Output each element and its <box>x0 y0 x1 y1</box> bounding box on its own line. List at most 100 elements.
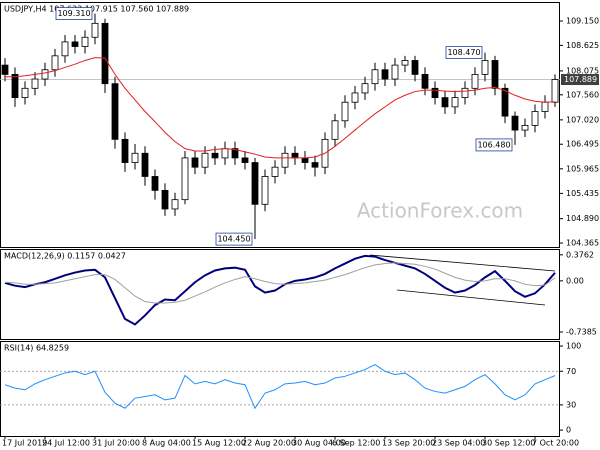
annotation-box <box>55 7 93 21</box>
candle-body <box>131 152 139 163</box>
candle-body <box>301 157 309 163</box>
candle-body <box>271 166 279 177</box>
candle-body <box>451 97 459 108</box>
candle-body <box>41 69 49 80</box>
y-tick-label: 104.365 <box>566 239 599 248</box>
candle-body <box>381 69 389 80</box>
candle-body <box>1 64 9 75</box>
candle-body <box>361 83 369 94</box>
x-tick-label: 24 Jul 12:00 <box>42 439 90 448</box>
candle-body <box>281 152 289 168</box>
trend-line <box>396 289 546 306</box>
y-tick-label: 107.560 <box>566 90 599 99</box>
candle-body <box>81 36 89 47</box>
y-tick-label: 0 <box>566 426 571 435</box>
candle-body <box>551 79 559 103</box>
candle-body <box>331 120 339 140</box>
candle-body <box>421 73 429 89</box>
annotation-label: 104.450 <box>217 235 250 244</box>
y-tick-label: 105.965 <box>566 164 599 173</box>
candle-body <box>471 73 479 89</box>
annotation-label: 106.480 <box>477 140 510 149</box>
candle-body <box>71 41 79 47</box>
candle-body <box>391 64 399 80</box>
candle-body <box>161 189 169 210</box>
watermark: ActionForex.com <box>357 199 523 223</box>
candle-body <box>291 152 299 159</box>
candle-body <box>311 162 319 168</box>
x-tick-label: 31 Jul 20:00 <box>92 439 140 448</box>
candle-body <box>21 87 29 98</box>
candle-body <box>431 87 439 98</box>
y-tick-label: 30 <box>566 400 576 409</box>
panel-title: RSI(14) 64.8259 <box>4 344 69 353</box>
panel-frame <box>0 2 560 248</box>
candle-body <box>511 115 519 131</box>
candle-body <box>241 157 249 163</box>
y-tick-label: 0.00 <box>566 276 584 285</box>
x-tick-label: 30 Aug 04:00 <box>292 439 346 448</box>
candle-body <box>31 78 39 89</box>
x-tick-label: 15 Aug 12:00 <box>192 439 246 448</box>
candle-body <box>371 69 379 85</box>
annotation-label: 109.310 <box>57 9 90 18</box>
panel-title: USDJPY,H4 107.623 107.915 107.560 107.88… <box>4 5 189 14</box>
candle-body <box>171 199 179 210</box>
x-tick-label: 7 Oct 20:00 <box>532 439 579 448</box>
y-tick-label: 106.495 <box>566 140 599 149</box>
candle-body <box>261 176 269 205</box>
y-tick-label: 108.075 <box>566 66 599 75</box>
candle-body <box>211 152 219 159</box>
candle-body <box>541 101 549 112</box>
panel-frame <box>0 249 560 340</box>
candle-body <box>491 60 499 89</box>
candle-body <box>521 125 529 131</box>
candle-body <box>151 176 159 191</box>
annotation-box <box>475 138 513 152</box>
x-tick-label: 13 Sep 20:00 <box>382 439 435 448</box>
annotation-label: 108.470 <box>447 48 480 57</box>
candle-body <box>341 101 349 122</box>
candle-body <box>61 41 69 57</box>
x-tick-label: 30 Sep 12:00 <box>482 439 535 448</box>
candle-body <box>121 138 129 163</box>
series-line <box>5 57 556 159</box>
x-tick-label: 8 Aug 04:00 <box>142 439 191 448</box>
x-tick-label: 6 Sep 12:00 <box>332 439 380 448</box>
y-tick-label: 100 <box>566 342 581 351</box>
candle-body <box>351 92 359 103</box>
panel-frame <box>0 341 560 437</box>
candle-body <box>191 157 199 168</box>
candle-body <box>51 55 59 71</box>
candle-body <box>201 152 209 168</box>
trend-line <box>369 254 556 272</box>
annotation-box <box>445 46 483 59</box>
candle-body <box>531 111 539 126</box>
annotation-box <box>215 232 253 246</box>
candle-body <box>91 22 99 38</box>
candle-body <box>501 87 509 117</box>
current-price-label: 107.889 <box>564 75 597 84</box>
y-tick-label: -0.7385 <box>566 327 597 336</box>
current-price-box <box>561 74 599 86</box>
candle-body <box>181 157 189 201</box>
candle-body <box>441 97 449 108</box>
y-tick-label: 0.3762 <box>566 250 594 259</box>
x-tick-label: 23 Sep 04:00 <box>432 439 485 448</box>
candle-body <box>481 60 489 75</box>
x-tick-label: 22 Aug 20:00 <box>242 439 296 448</box>
candle-body <box>101 22 109 85</box>
candle-body <box>111 83 119 140</box>
candle-body <box>221 148 229 159</box>
candle-body <box>461 87 469 98</box>
y-tick-label: 107.020 <box>566 115 599 124</box>
series-line <box>4 254 556 326</box>
y-tick-label: 70 <box>566 367 576 376</box>
panel-title: MACD(12,26,9) 0.1157 0.0427 <box>4 252 126 261</box>
y-tick-label: 108.625 <box>566 41 599 50</box>
series-line <box>4 262 556 304</box>
candle-body <box>411 60 419 75</box>
x-tick-label: 17 Jul 2019 <box>2 439 47 448</box>
